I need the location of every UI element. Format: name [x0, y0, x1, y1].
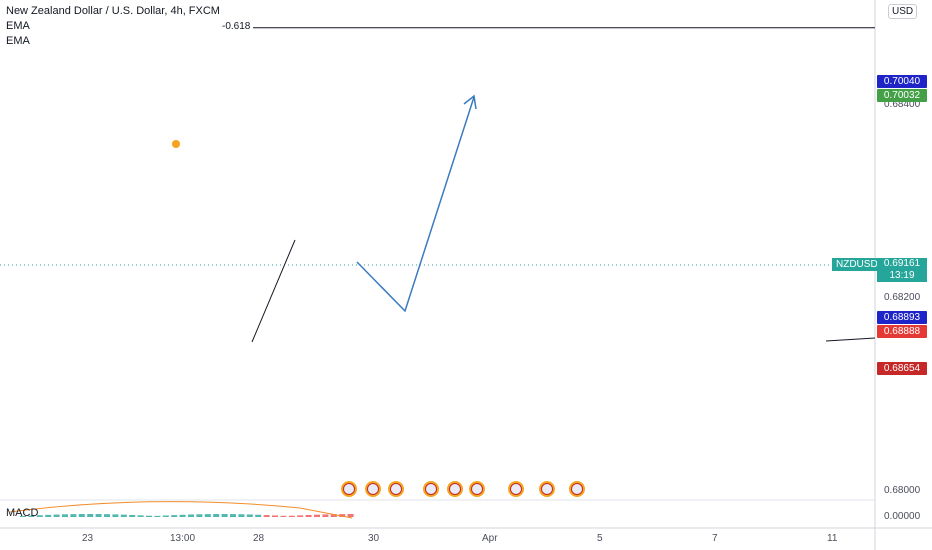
- macd-bar: [146, 515, 152, 517]
- event-flag-icon: [367, 483, 379, 495]
- macd-bar: [188, 514, 194, 517]
- macd-bar: [347, 514, 354, 517]
- macd-bar: [120, 514, 127, 517]
- event-flag-icon: [571, 483, 583, 495]
- x-tick-label: 13:00: [170, 533, 196, 544]
- event-flag-icon: [425, 483, 437, 495]
- event-flag-icon: [471, 483, 483, 495]
- chart-title: New Zealand Dollar / U.S. Dollar, 4h, FX…: [6, 5, 220, 17]
- event-flag-icon: [343, 483, 355, 495]
- event-flag-icon: [390, 483, 402, 495]
- projection-path: [356, 96, 475, 313]
- x-tick-label: 7: [712, 533, 718, 544]
- macd-signal-line: [9, 501, 353, 519]
- price-badge-support: 0.68893: [877, 311, 927, 324]
- macd-bar: [179, 514, 186, 517]
- macd-bar: [221, 514, 228, 517]
- event-flag-icon: [449, 483, 461, 495]
- macd-bar: [213, 514, 220, 517]
- macd-bar: [104, 514, 110, 517]
- ema-indicator-1[interactable]: EMA: [6, 20, 30, 32]
- event-flag-icon: [541, 483, 553, 495]
- trend-line-stub: [825, 337, 876, 342]
- x-tick-label: 5: [597, 533, 603, 544]
- alert-dot: [172, 140, 180, 148]
- macd-bar: [45, 514, 52, 517]
- macd-bar: [339, 514, 346, 517]
- macd-bar: [129, 514, 136, 517]
- event-flag-icon: [510, 483, 522, 495]
- macd-bar: [162, 515, 169, 517]
- x-tick-label: 11: [827, 533, 838, 544]
- y-tick-label: 0.68200: [884, 292, 921, 303]
- macd-bar: [53, 514, 60, 517]
- macd-bar: [70, 514, 77, 517]
- projection-arrowhead: [463, 94, 477, 110]
- macd-bar: [112, 514, 119, 517]
- fib-anchor-line: [251, 239, 296, 343]
- price-badge-stop: 0.68654: [877, 362, 927, 375]
- fib-left-label: -0.618: [222, 20, 251, 32]
- macd-bar: [314, 514, 320, 517]
- price-badge-target: 0.70032: [877, 89, 927, 102]
- candle-countdown: 13:19: [889, 270, 915, 281]
- macd-bar: [62, 514, 68, 517]
- macd-bar: [255, 514, 262, 517]
- current-price: 0.69161: [883, 258, 921, 269]
- macd-bar: [171, 515, 178, 517]
- macd-tick-label: 0.00000: [884, 511, 921, 522]
- x-tick-label: 23: [82, 533, 94, 544]
- price-badge-entry: 0.68888: [877, 325, 927, 338]
- macd-bar: [204, 514, 211, 517]
- macd-bar: [87, 514, 94, 517]
- macd-bar: [288, 515, 295, 517]
- x-tick-label: 28: [253, 533, 265, 544]
- macd-bar: [272, 515, 278, 517]
- macd-bar: [78, 514, 85, 517]
- macd-bar: [154, 515, 161, 517]
- x-tick-label: 30: [368, 533, 380, 544]
- macd-bar: [330, 514, 337, 517]
- y-tick-label: 0.68000: [884, 485, 921, 496]
- macd-bar: [196, 514, 203, 517]
- symbol-tag: NZDUSD: [832, 258, 882, 271]
- price-badge-resistance: 0.70040: [877, 75, 927, 88]
- macd-bar: [263, 515, 270, 517]
- macd-bar: [305, 515, 312, 517]
- macd-bar: [95, 514, 102, 517]
- macd-bar: [137, 515, 144, 517]
- macd-bar: [36, 515, 43, 517]
- ema-indicator-2[interactable]: EMA: [6, 35, 30, 47]
- macd-bar: [297, 515, 304, 517]
- x-tick-label: Apr: [482, 533, 498, 544]
- y-tick-label: 0.68400: [884, 99, 921, 110]
- macd-bar: [238, 514, 245, 517]
- macd-bar: [28, 515, 35, 517]
- current-price-badge: 0.69161 13:19: [877, 258, 927, 282]
- macd-label[interactable]: MACD: [6, 507, 39, 519]
- currency-button[interactable]: USD: [888, 4, 918, 19]
- macd-bar: [20, 516, 26, 517]
- macd-bar: [280, 515, 287, 517]
- macd-bar: [322, 514, 329, 517]
- macd-bar: [230, 514, 236, 517]
- macd-bar: [246, 514, 253, 517]
